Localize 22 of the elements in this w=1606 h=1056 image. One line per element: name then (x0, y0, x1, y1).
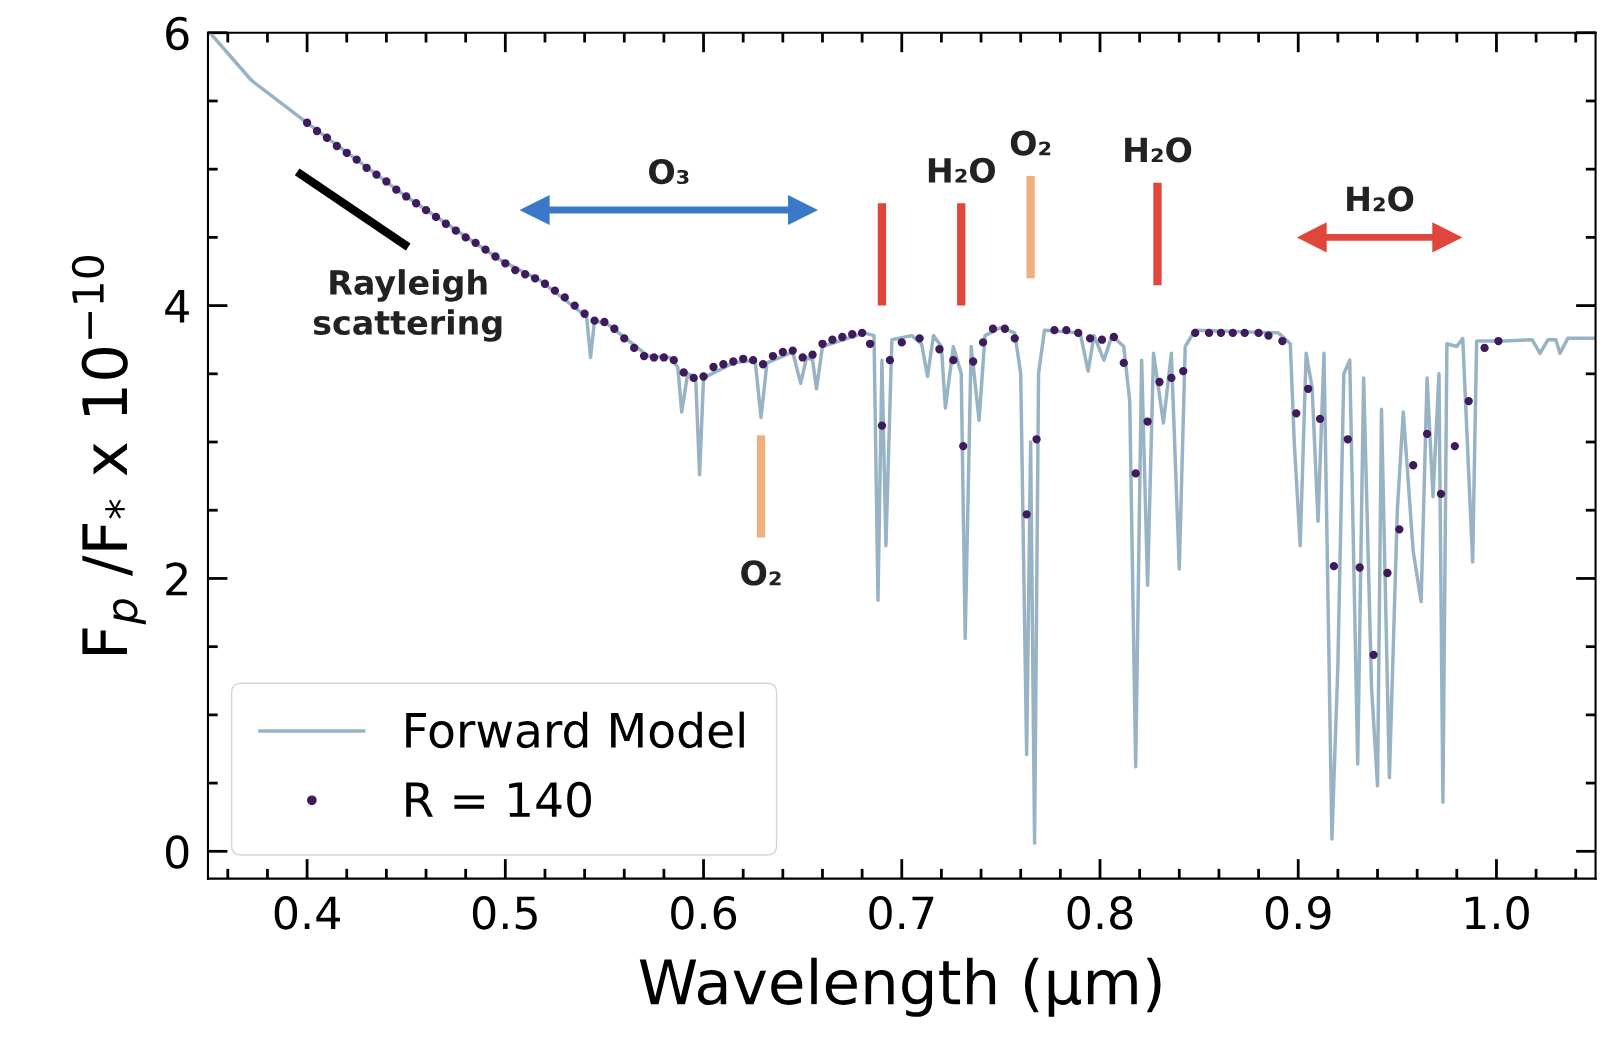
x-tick-label: 0.7 (869, 896, 934, 930)
x-tick-label: 0.9 (1265, 896, 1331, 930)
annotation: H₂O (928, 157, 995, 183)
annotation: Rayleigh scattering (313, 269, 502, 342)
x-tick-label: 0.4 (274, 896, 340, 930)
x-tick-label: 0.8 (1067, 896, 1133, 930)
series-label: O₃ (649, 158, 689, 185)
x-tick-label: 0.5 (472, 896, 537, 930)
legend-label: R = 140 (406, 781, 591, 818)
y-tick-label: 0 (165, 835, 189, 869)
annotation: O₂ (1010, 130, 1051, 156)
x-axis-title: Wavelength (μm) (639, 957, 1161, 1017)
annotation: H₂O (1125, 137, 1192, 163)
x-tick-label: 1.0 (1465, 896, 1529, 930)
y-axis-title: F$_{p}$ /F$_{*}$ x 10$^{−10}$ (71, 255, 146, 655)
x-tick-label: 0.6 (671, 896, 737, 930)
legend-label: Forward Model (406, 711, 744, 749)
y-tick-label: 2 (166, 562, 187, 596)
series-label: H₂O (1347, 186, 1414, 212)
annotation: O₂ (741, 560, 781, 586)
y-tick-label: 4 (165, 290, 189, 323)
y-tick-label: 6 (166, 16, 189, 51)
